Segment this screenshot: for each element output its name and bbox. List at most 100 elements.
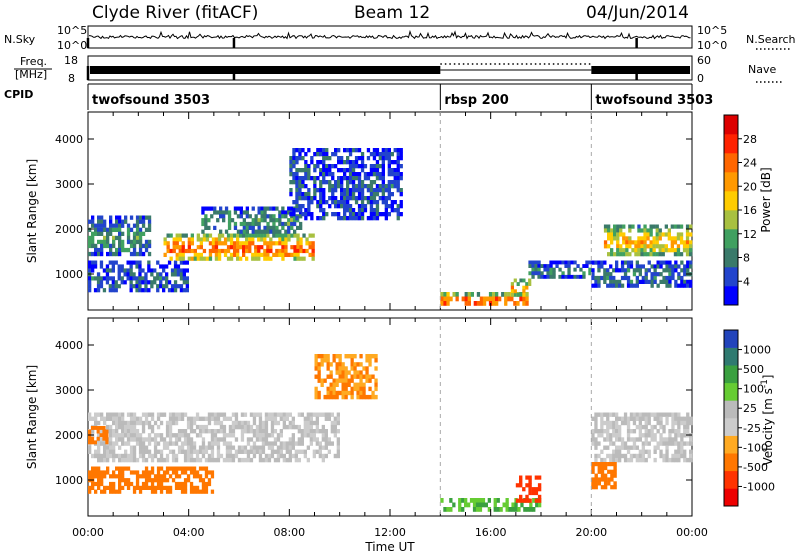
heatmap-cell [638,424,642,430]
heatmap-cell [144,288,148,293]
heatmap-cell [179,284,184,289]
heatmap-cell [331,184,335,189]
heatmap-cell [115,223,119,228]
heatmap-cell [334,204,338,209]
heatmap-cell [531,260,535,265]
heatmap-cell [165,433,170,438]
heatmap-cell [326,354,330,359]
heatmap-cell [346,176,350,181]
heatmap-cell [594,416,598,421]
heatmap-cell [482,296,487,302]
heatmap-cell [106,457,110,463]
heatmap-cell [278,248,282,254]
heatmap-cell [254,245,258,250]
heatmap-cell [328,196,332,201]
heatmap-cell [680,260,684,265]
heatmap-cell [236,252,240,257]
heatmap-cell [252,429,257,434]
heatmap-cell [132,429,137,434]
heatmap-cell [516,292,520,297]
heatmap-cell [226,256,231,261]
heatmap-cell [147,424,152,430]
heatmap-cell [213,433,218,438]
heatmap-cell [315,449,319,454]
heatmap-cell [641,424,645,430]
x-tick-label: 16:00 [475,526,507,539]
heatmap-cell [284,214,288,219]
heatmap-cell [165,420,170,426]
heatmap-cell [213,420,218,426]
heatmap-cell [656,445,660,450]
heatmap-cell [671,429,675,434]
heatmap-cell [196,233,200,238]
heatmap-cell [88,489,92,494]
heatmap-cell [105,429,109,434]
heatmap-cell [217,252,222,257]
heatmap-cell [626,445,631,450]
heatmap-cell [106,453,110,459]
heatmap-cell [177,481,182,487]
heatmap-cell [647,260,651,265]
heatmap-cell [293,233,297,238]
heatmap-cell [173,272,178,277]
heatmap-cell [126,457,131,463]
heatmap-cell [201,481,206,487]
heatmap-cell [156,260,160,265]
heatmap-cell [180,489,185,494]
heatmap-cell [88,416,92,421]
heatmap-cell [640,252,644,257]
heatmap-cell [615,279,619,284]
heatmap-cell [117,272,121,277]
heatmap-cell [646,252,650,257]
heatmap-cell [615,429,619,434]
heatmap-cell [685,244,690,249]
heatmap-cell [254,229,258,234]
heatmap-cell [647,268,651,273]
heatmap-cell [341,374,345,379]
heatmap-cell [362,394,366,400]
heatmap-cell [360,196,365,201]
heatmap-cell [213,416,218,421]
heatmap-cell [670,244,674,249]
heatmap-cell [144,247,149,253]
heatmap-cell [686,441,690,446]
heatmap-cell [138,243,143,249]
heatmap-cell [588,267,592,272]
heatmap-cell [88,449,92,454]
heatmap-cell [594,283,598,288]
heatmap-cell [671,268,675,273]
heatmap-cell [304,168,308,173]
heatmap-cell [683,429,687,434]
heatmap-cell [124,457,128,463]
heatmap-cell [295,192,299,197]
heatmap-cell [195,412,200,417]
heatmap-cell [245,221,249,227]
heatmap-cell [121,466,125,471]
heatmap-cell [216,445,221,450]
heatmap-cell [258,412,263,417]
heatmap-cell [276,453,281,459]
heatmap-cell [93,260,98,265]
heatmap-cell [159,276,163,281]
heatmap-cell [369,192,374,197]
heatmap-cell [588,271,592,276]
heatmap-cell [153,276,157,281]
heatmap-cell [662,268,666,273]
heatmap-cell [626,279,631,284]
heatmap-cell [288,412,292,417]
heatmap-cell [446,296,450,302]
heatmap-cell [285,441,289,446]
heatmap-cell [655,228,659,233]
heatmap-cell [674,264,678,269]
heatmap-cell [270,429,275,434]
heatmap-cell [537,264,541,268]
heatmap-cell [626,429,631,434]
heatmap-cell [126,235,131,241]
heatmap-cell [301,204,305,209]
heatmap-cell [641,445,645,450]
heatmap-cell [260,214,264,219]
heatmap-cell [257,210,261,215]
heatmap-cell [135,429,140,434]
heatmap-cell [276,433,281,438]
